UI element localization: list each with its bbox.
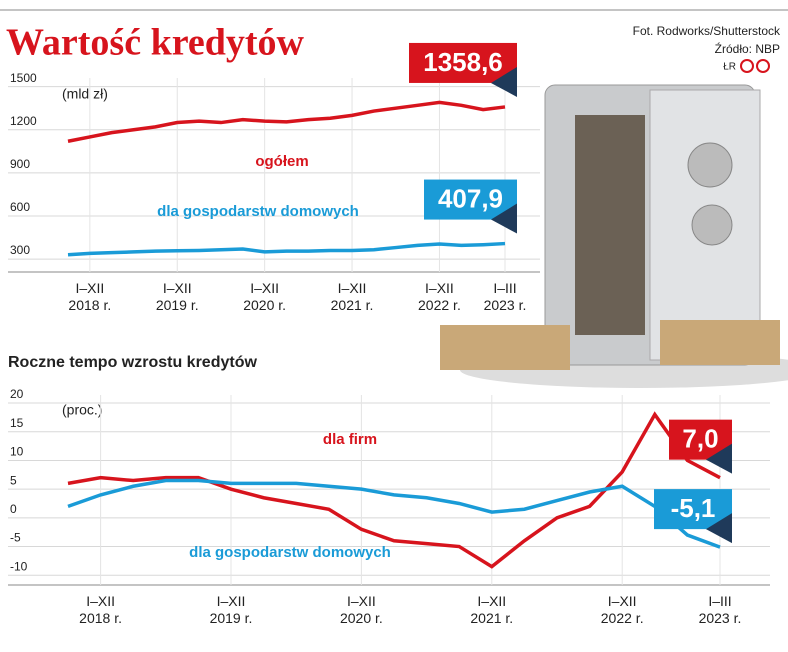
logo bbox=[740, 59, 754, 73]
x-tick-label: I–XII 2018 r. bbox=[79, 593, 122, 626]
x-tick-label: I–XII 2021 r. bbox=[330, 280, 374, 313]
value-box bbox=[424, 179, 517, 220]
x-tick-label: I–XII 2018 r. bbox=[68, 280, 112, 313]
y-tick-label: -5 bbox=[10, 531, 21, 545]
x-tick-label: I–XII 2019 r. bbox=[209, 593, 253, 626]
x-tick-label: I–III 2023 r. bbox=[483, 280, 527, 313]
unit-label: (mld zł) bbox=[62, 85, 108, 101]
value-box-tail bbox=[706, 513, 732, 544]
y-tick-label: -10 bbox=[10, 559, 28, 573]
y-tick-label: 300 bbox=[10, 243, 30, 257]
y-tick-label: 1500 bbox=[10, 71, 37, 85]
photo-credit: Fot. Rodworks/Shutterstock bbox=[633, 24, 781, 38]
title: Wartość kredytów bbox=[6, 22, 305, 64]
logo bbox=[756, 59, 770, 73]
value-label: -5,1 bbox=[671, 493, 716, 523]
x-tick-label: I–XII 2020 r. bbox=[243, 280, 287, 313]
unit-label: (proc.) bbox=[62, 402, 102, 418]
y-tick-label: 0 bbox=[10, 502, 17, 516]
y-tick-label: 1200 bbox=[10, 114, 37, 128]
source: Źródło: NBP bbox=[715, 41, 780, 56]
value-label: 1358,6 bbox=[423, 47, 503, 77]
y-tick-label: 15 bbox=[10, 416, 24, 430]
y-tick-label: 5 bbox=[10, 473, 17, 487]
series-line bbox=[67, 100, 506, 143]
series-line bbox=[67, 241, 506, 257]
x-tick-label: I–III 2023 r. bbox=[698, 593, 742, 626]
value-label: 7,0 bbox=[682, 424, 718, 454]
chart2-title: Roczne tempo wzrostu kredytów bbox=[8, 354, 257, 371]
value-box-tail bbox=[491, 203, 517, 234]
safe-image bbox=[440, 84, 788, 388]
series-line bbox=[67, 478, 721, 549]
y-tick-label: 10 bbox=[10, 445, 24, 459]
series-label: dla firm bbox=[323, 431, 377, 448]
series-label: dla gospodarstw domowych bbox=[157, 203, 359, 220]
y-tick-label: 900 bbox=[10, 157, 30, 171]
author: ŁR bbox=[723, 62, 736, 73]
value-box-tail bbox=[706, 443, 732, 474]
y-tick-label: 600 bbox=[10, 200, 30, 214]
x-tick-label: I–XII 2020 r. bbox=[339, 593, 383, 626]
y-tick-label: 20 bbox=[10, 387, 24, 401]
value-label: 407,9 bbox=[438, 183, 503, 213]
series-line bbox=[67, 411, 721, 569]
value-box-tail bbox=[491, 66, 517, 97]
x-tick-label: I–XII 2022 r. bbox=[418, 280, 461, 313]
series-label: ogółem bbox=[255, 153, 308, 170]
x-tick-label: I–XII 2019 r. bbox=[155, 280, 199, 313]
series-label: dla gospodarstw domowych bbox=[189, 544, 391, 561]
value-box bbox=[409, 42, 517, 83]
x-tick-label: I–XII 2021 r. bbox=[470, 593, 514, 626]
x-tick-label: I–XII 2022 r. bbox=[600, 593, 644, 626]
